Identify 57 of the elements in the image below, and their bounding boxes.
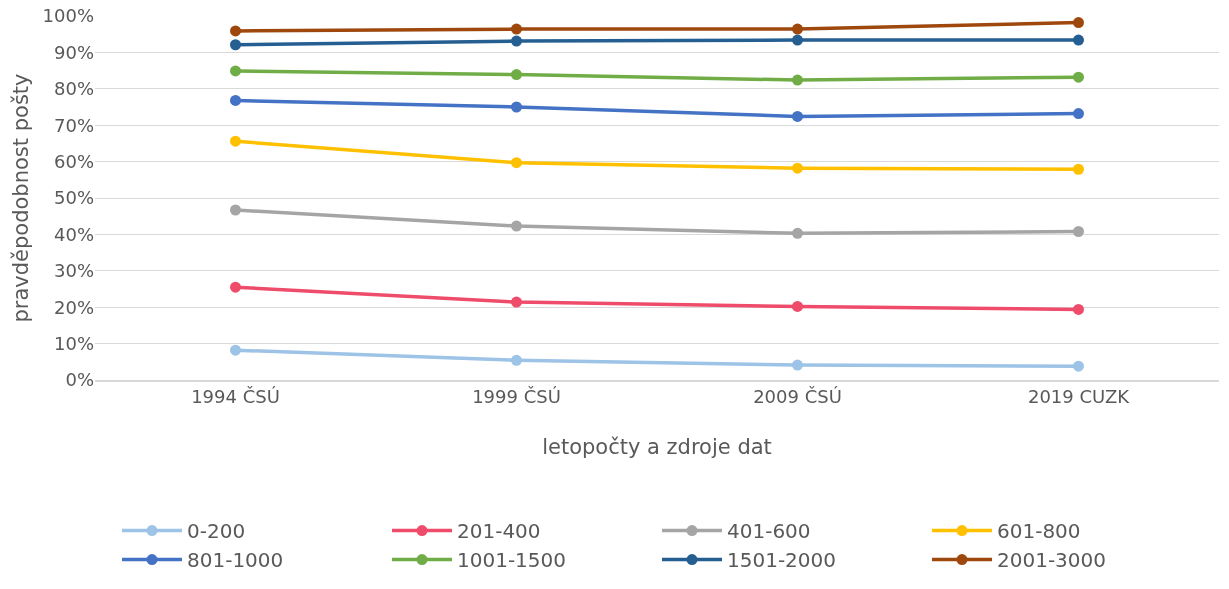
y-tick-label: 80%: [53, 78, 94, 100]
point: [511, 35, 522, 47]
legend-label: 1001-1500: [457, 548, 567, 573]
y-tick-label: 70%: [53, 114, 94, 136]
y-tick-label: 90%: [53, 41, 94, 63]
point: [792, 300, 803, 312]
point: [792, 227, 803, 239]
y-tick-label: 50%: [53, 187, 94, 209]
point: [230, 25, 241, 37]
y-tick-label: 40%: [53, 223, 94, 245]
y-tick-label: 60%: [53, 150, 94, 172]
y-axis-title: pravděpodobnost pošty: [8, 73, 33, 323]
x-axis-title: letopočty a zdroje dat: [542, 434, 772, 459]
point: [1073, 163, 1084, 175]
point: [1073, 360, 1084, 372]
point: [792, 23, 803, 35]
y-tick-label: 100%: [42, 5, 94, 27]
point: [1073, 108, 1084, 120]
y-tick-label: 30%: [53, 260, 94, 282]
point: [230, 135, 241, 147]
point: [1073, 225, 1084, 237]
legend-label: 2001-3000: [997, 548, 1107, 573]
point: [511, 296, 522, 308]
point: [792, 34, 803, 46]
point: [511, 101, 522, 113]
point: [230, 281, 241, 293]
legend-label: 1501-2000: [727, 548, 837, 573]
point: [1073, 303, 1084, 315]
x-tick-label: 1999 ČSÚ: [472, 386, 561, 408]
legend-label: 201-400: [457, 519, 541, 544]
x-tick-label: 2009 ČSÚ: [753, 386, 842, 408]
y-tick-label: 0%: [65, 369, 94, 391]
point: [792, 110, 803, 122]
y-tick-label: 20%: [53, 296, 94, 318]
point: [230, 65, 241, 77]
legend-label: 801-1000: [187, 548, 284, 573]
y-tick-label: 10%: [53, 332, 94, 354]
point: [230, 344, 241, 356]
point: [1073, 34, 1084, 46]
point: [1073, 71, 1084, 83]
point: [511, 354, 522, 366]
point: [792, 74, 803, 86]
point: [511, 23, 522, 35]
x-tick-label: 2019 CUZK: [1027, 386, 1131, 408]
legend-label: 601-800: [997, 519, 1081, 544]
point: [230, 39, 241, 51]
legend-label: 401-600: [727, 519, 811, 544]
legend-label: 0-200: [187, 519, 246, 544]
point: [511, 157, 522, 169]
point: [230, 94, 241, 106]
point: [1073, 17, 1084, 29]
point: [511, 69, 522, 81]
point: [230, 204, 241, 216]
point: [511, 220, 522, 232]
x-tick-label: 1994 ČSÚ: [191, 386, 280, 408]
point: [792, 162, 803, 174]
point: [792, 359, 803, 371]
